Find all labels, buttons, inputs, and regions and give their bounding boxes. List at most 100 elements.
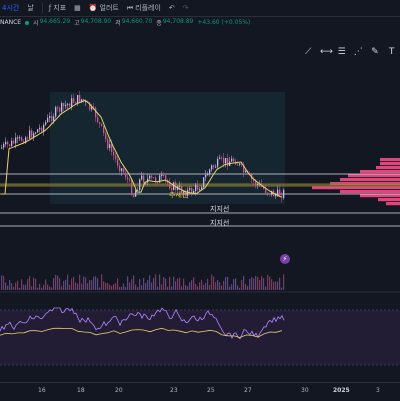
candle	[123, 168, 125, 173]
interval-selector[interactable]: 4시간	[2, 3, 19, 13]
volume-bar	[191, 280, 193, 290]
axis-tick-year: 2025	[333, 387, 350, 394]
lightning-icon[interactable]: ⚡	[280, 254, 290, 264]
candle	[113, 151, 115, 156]
undo-button[interactable]: ↶	[169, 4, 175, 12]
candle	[203, 177, 205, 188]
volume-profile-row	[340, 190, 400, 194]
volume-bar	[7, 285, 9, 290]
candle	[185, 191, 187, 196]
volume-bar	[225, 276, 227, 290]
volume-bar	[279, 277, 281, 290]
volume-bar	[69, 284, 71, 290]
top-toolbar: 4시간 날 ƒ 지표 ▦ ⏰ 얼러트 ⏮ 리플레이 ↶ ↷	[0, 0, 400, 17]
change-value: +43.60 (+0.05%)	[197, 19, 251, 26]
volume-bar	[39, 283, 41, 290]
candle	[103, 125, 105, 134]
pattern-icon[interactable]: ⋰	[353, 47, 363, 57]
volume-bar	[227, 276, 229, 290]
volume-bar	[89, 280, 91, 290]
support-label-1[interactable]: 지지선	[210, 205, 230, 213]
trendline-label[interactable]: 추세선	[169, 191, 189, 199]
candle	[243, 164, 245, 173]
candle	[159, 175, 161, 183]
volume-bar	[47, 284, 49, 290]
candle	[205, 174, 207, 178]
volume-bar	[245, 283, 247, 290]
trend-line-icon[interactable]: ⟋	[305, 47, 312, 57]
status-dot	[25, 20, 30, 25]
volume-bar	[267, 275, 269, 290]
volume-bar	[213, 276, 215, 290]
candle	[7, 141, 9, 145]
fib-icon[interactable]: ☰	[337, 47, 346, 57]
candle	[127, 177, 129, 180]
volume-bar	[219, 281, 221, 290]
volume-bar	[271, 279, 273, 290]
volume-bar	[263, 278, 265, 290]
candle	[213, 165, 215, 167]
candle	[225, 158, 227, 164]
price-chart[interactable]	[0, 0, 400, 382]
volume-bar	[145, 283, 147, 290]
volume-bar	[35, 278, 37, 290]
indicators-button[interactable]: ƒ 지표	[49, 3, 66, 13]
horizontal-line-icon[interactable]: ⟷	[319, 47, 333, 57]
volume-bar	[137, 287, 139, 290]
replay-icon: ⏮	[126, 3, 134, 12]
volume-bar	[115, 283, 117, 290]
candle	[183, 191, 185, 194]
indicators-label: 지표	[53, 4, 67, 12]
volume-bar	[261, 276, 263, 290]
open-label: 시	[33, 20, 39, 27]
candle	[51, 116, 53, 121]
brush-icon[interactable]: ✎	[371, 47, 379, 57]
candle	[71, 98, 73, 107]
volume-bar	[51, 287, 53, 290]
candle	[133, 194, 135, 197]
axis-tick: 23	[170, 387, 178, 394]
volume-bar	[117, 278, 119, 290]
candle	[253, 178, 255, 182]
volume-bar	[111, 285, 113, 290]
layout-button[interactable]: ▦	[74, 4, 81, 12]
redo-button[interactable]: ↷	[183, 4, 189, 12]
low-label: 저	[115, 20, 121, 27]
candle	[145, 182, 147, 184]
candle	[11, 140, 13, 146]
candle	[53, 116, 55, 121]
replay-button[interactable]: ⏮ 리플레이	[127, 3, 161, 13]
candle	[277, 189, 279, 195]
candle	[275, 194, 277, 197]
volume-bar	[107, 282, 109, 290]
candle	[47, 117, 49, 123]
rsi-ma-line	[0, 327, 283, 338]
candle	[125, 172, 127, 178]
volume-bar	[135, 284, 137, 290]
candle	[93, 106, 95, 108]
volume-bar	[23, 284, 25, 290]
support-label-2[interactable]: 지지선	[210, 219, 230, 227]
volume-bar	[139, 279, 141, 290]
volume-bar	[203, 284, 205, 290]
volume-bar	[211, 274, 213, 290]
candle	[269, 193, 271, 195]
alert-label: 얼러트	[99, 4, 119, 12]
time-axis[interactable]: 16 18 20 23 25 27 30 2025 3	[0, 382, 400, 401]
volume-bar	[15, 282, 17, 290]
text-icon[interactable]: T	[388, 47, 395, 57]
volume-bar	[181, 286, 183, 290]
volume-bar	[77, 283, 79, 290]
candle	[29, 130, 31, 139]
candle	[115, 155, 117, 160]
candle	[9, 144, 11, 146]
volume-bar	[127, 276, 129, 290]
candle	[137, 189, 139, 191]
alert-button[interactable]: ⏰ 얼러트	[89, 3, 119, 13]
candle	[105, 133, 107, 140]
volume-bar	[243, 275, 245, 290]
ohlc-legend: NANCE 시 94,665.29 고 94,708.90 저 94,660.70 종…	[0, 18, 250, 27]
volume-bar	[1, 275, 3, 290]
volume-bar	[95, 276, 97, 290]
compare-button[interactable]: 날	[27, 3, 33, 13]
